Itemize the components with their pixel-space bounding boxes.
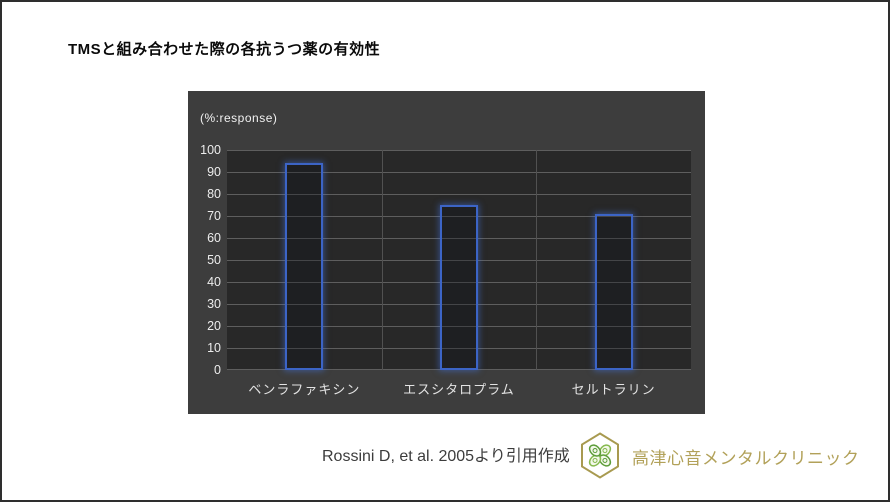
gridline <box>227 216 691 217</box>
gridline <box>227 282 691 283</box>
y-tick-label: 100 <box>200 143 221 157</box>
gridline <box>227 172 691 173</box>
bar-2 <box>440 205 478 370</box>
hexagon-clover-icon <box>581 432 619 479</box>
category-label: エスシタロプラム <box>403 382 515 397</box>
bar-3 <box>594 213 633 370</box>
y-tick-label: 90 <box>207 165 221 179</box>
y-tick-label: 30 <box>207 297 221 311</box>
plot-area <box>227 150 691 370</box>
y-tick-label: 40 <box>207 275 221 289</box>
category-divider <box>381 150 383 370</box>
gridline <box>227 194 691 195</box>
y-tick-label: 80 <box>207 187 221 201</box>
clinic-name: 高津心音メンタルクリニック <box>632 449 860 468</box>
y-tick-label: 0 <box>214 363 221 377</box>
category-label: セルトラリン <box>571 382 656 397</box>
gridline <box>227 326 691 327</box>
page-title: TMSと組み合わせた際の各抗うつ薬の有効性 <box>68 41 381 58</box>
gridline <box>227 238 691 239</box>
y-axis-unit-label: (%:response) <box>200 111 278 125</box>
gridline <box>227 260 691 261</box>
citation-text: Rossini D, et al. 2005より引用作成 <box>322 448 570 465</box>
gridline <box>227 304 691 305</box>
y-tick-label: 20 <box>207 319 221 333</box>
y-tick-label: 50 <box>207 253 221 267</box>
bar-chart-panel: (%:response) 0 10 20 30 40 50 60 70 80 90 100 ベンラフ… <box>188 91 705 414</box>
bar-1 <box>285 163 324 370</box>
category-divider <box>536 150 538 370</box>
y-tick-label: 70 <box>207 209 221 223</box>
category-label: ベンラファキシン <box>248 382 361 397</box>
y-tick-label: 60 <box>207 231 221 245</box>
y-tick-label: 10 <box>207 341 221 355</box>
gridline <box>227 348 691 349</box>
gridline <box>227 150 691 151</box>
